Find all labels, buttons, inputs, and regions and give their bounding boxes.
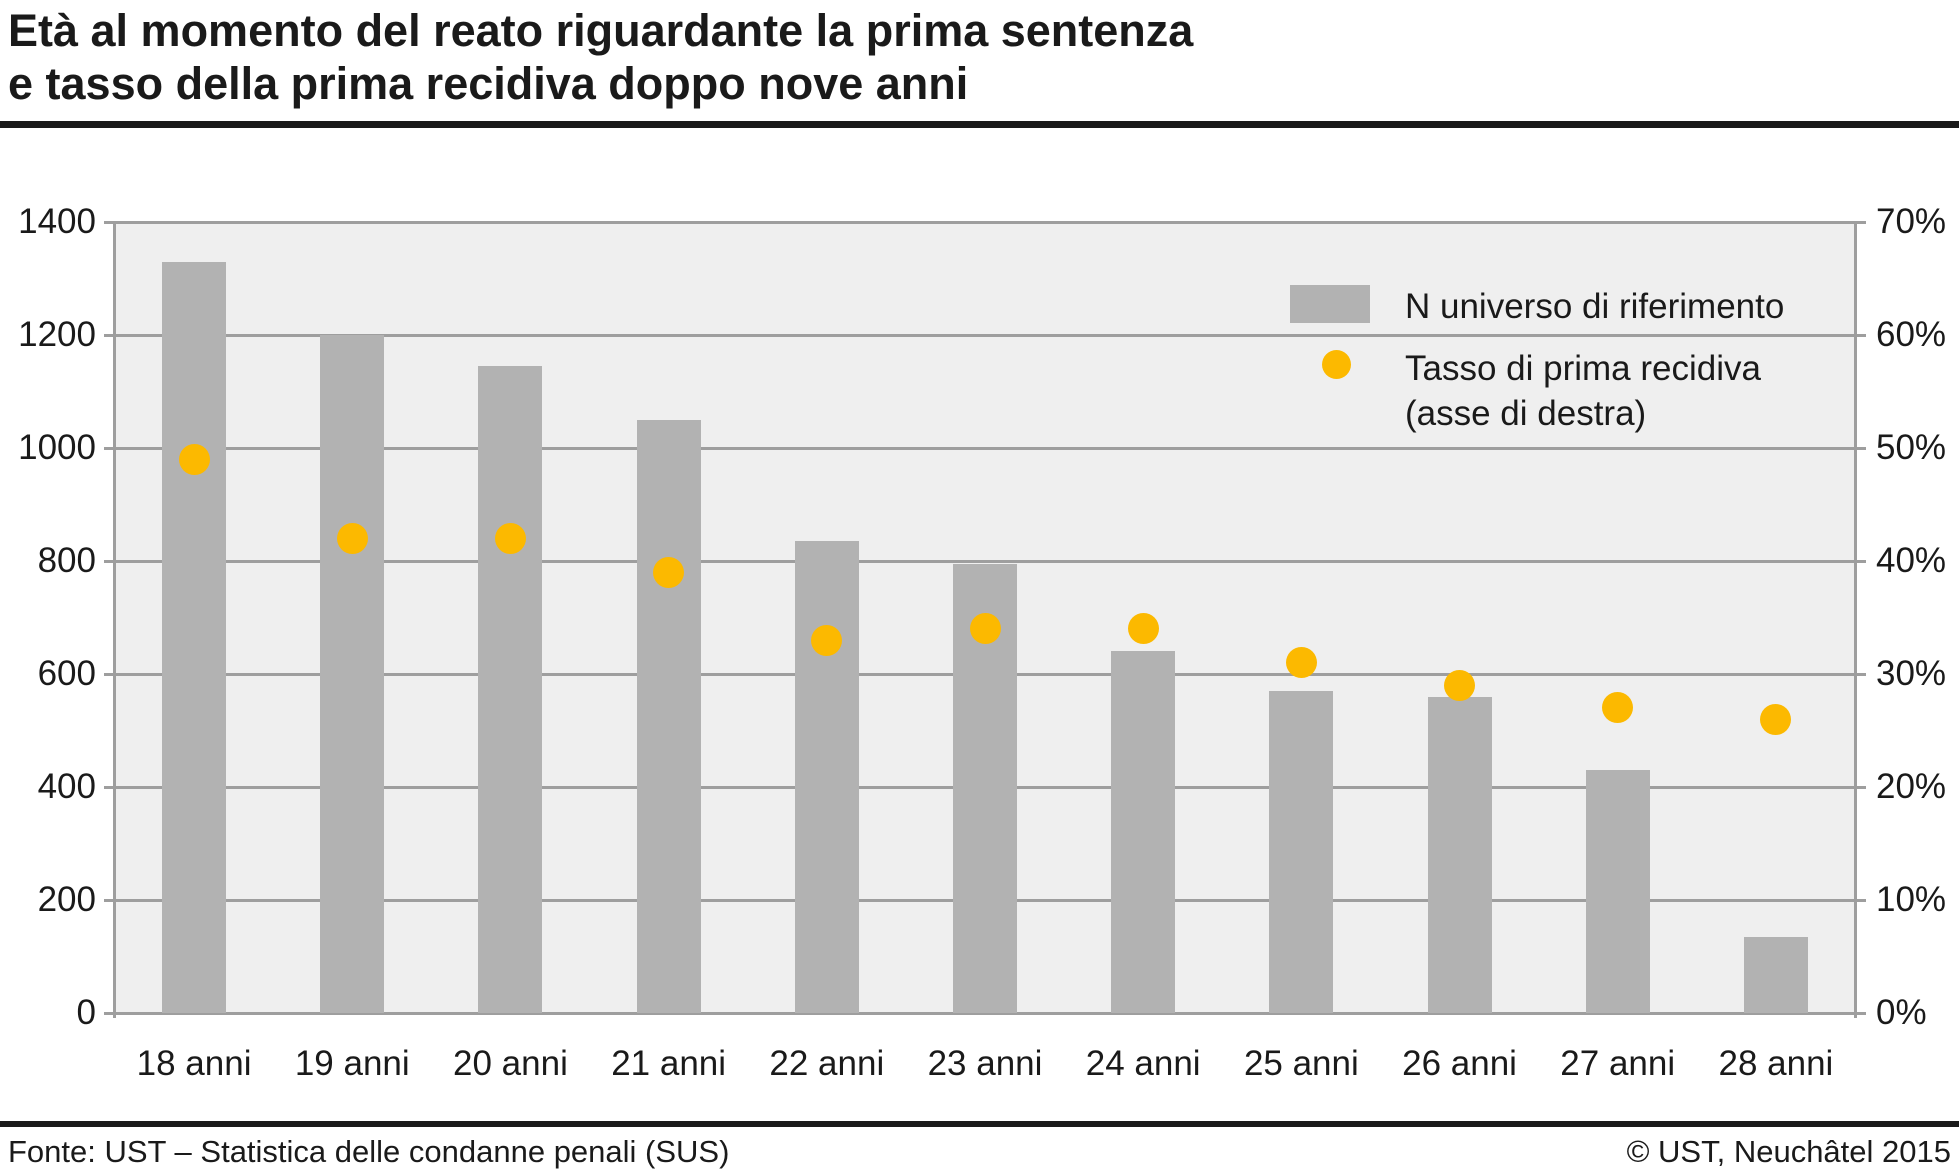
y-axis-label-right: 60% bbox=[1876, 315, 1947, 354]
y-axis-label-left: 200 bbox=[37, 880, 96, 919]
chart-title-line2: e tasso della prima recidiva doppo nove … bbox=[8, 58, 969, 109]
grid-line bbox=[115, 333, 1855, 337]
title-divider bbox=[0, 121, 1959, 128]
y-axis-label-left: 400 bbox=[37, 767, 96, 806]
y-axis-label-left: 0 bbox=[76, 993, 96, 1032]
tick-right bbox=[1855, 898, 1866, 902]
y-axis-label-right: 50% bbox=[1876, 428, 1947, 467]
tick-right bbox=[1855, 446, 1866, 450]
bar-28-anni bbox=[1743, 936, 1808, 1013]
y-axis-label-left: 800 bbox=[37, 541, 96, 580]
y-axis-label-left: 1400 bbox=[18, 202, 96, 241]
bar-18-anni bbox=[162, 261, 227, 1013]
x-axis-label: 26 anni bbox=[1402, 1044, 1517, 1083]
dot-24-anni bbox=[1127, 613, 1159, 645]
x-axis-label: 20 anni bbox=[453, 1044, 568, 1083]
y-axis-label-left: 1000 bbox=[18, 428, 96, 467]
bar-25-anni bbox=[1269, 690, 1334, 1013]
chart-title: Età al momento del reato riguardante la … bbox=[8, 4, 1193, 110]
tick-right bbox=[1855, 559, 1866, 563]
tick-left bbox=[104, 559, 115, 563]
dot-22-anni bbox=[811, 624, 843, 656]
x-axis-label: 19 anni bbox=[294, 1044, 410, 1083]
y-axis-label-left: 600 bbox=[37, 654, 96, 693]
tick-left bbox=[104, 220, 115, 224]
bar-19-anni bbox=[320, 335, 385, 1013]
y-axis-right-line bbox=[1854, 220, 1857, 1018]
grid-line bbox=[115, 559, 1855, 563]
tick-right bbox=[1855, 1011, 1866, 1015]
y-axis-label-right: 30% bbox=[1876, 654, 1947, 693]
x-axis-label: 25 anni bbox=[1243, 1044, 1359, 1083]
tick-left bbox=[104, 785, 115, 789]
tick-right bbox=[1855, 333, 1866, 337]
y-axis-left-line bbox=[113, 220, 116, 1018]
tick-right bbox=[1855, 220, 1866, 224]
grid-line bbox=[115, 446, 1855, 450]
legend-dot-label-line2: (asse di destra) bbox=[1405, 394, 1647, 433]
y-axis-label-left: 1200 bbox=[18, 315, 96, 354]
y-axis-label-right: 70% bbox=[1876, 202, 1947, 241]
dot-27-anni bbox=[1602, 692, 1634, 724]
x-axis-label: 23 anni bbox=[927, 1044, 1043, 1083]
dot-20-anni bbox=[494, 522, 526, 554]
source-note: Fonte: UST – Statistica delle condanne p… bbox=[8, 1134, 730, 1169]
legend-dot-label-line1: Tasso di prima recidiva bbox=[1405, 349, 1761, 388]
chart-title-line1: Età al momento del reato riguardante la … bbox=[8, 5, 1194, 56]
tick-left bbox=[104, 898, 115, 902]
dot-18-anni bbox=[178, 443, 210, 475]
tick-right bbox=[1855, 672, 1866, 676]
bar-21-anni bbox=[636, 419, 701, 1013]
y-axis-label-right: 10% bbox=[1876, 880, 1947, 919]
y-axis-label-right: 20% bbox=[1876, 767, 1947, 806]
legend-bar-label: N universo di riferimento bbox=[1405, 287, 1785, 326]
legend-dot-icon bbox=[1322, 350, 1351, 379]
x-axis-label: 24 anni bbox=[1085, 1044, 1201, 1083]
bar-27-anni bbox=[1585, 770, 1650, 1013]
tick-left bbox=[104, 333, 115, 337]
x-axis-label: 22 anni bbox=[769, 1044, 885, 1083]
bar-22-anni bbox=[794, 541, 859, 1013]
x-axis-label: 27 anni bbox=[1560, 1044, 1676, 1083]
plot-top-line bbox=[115, 220, 1855, 224]
bar-26-anni bbox=[1427, 696, 1492, 1013]
bar-20-anni bbox=[478, 366, 543, 1013]
x-axis-line bbox=[115, 1011, 1855, 1015]
x-axis-label: 28 anni bbox=[1718, 1044, 1834, 1083]
copyright-note: © UST, Neuchâtel 2015 bbox=[1626, 1134, 1951, 1169]
footer-divider bbox=[0, 1121, 1959, 1127]
dot-28-anni bbox=[1760, 703, 1792, 735]
dot-21-anni bbox=[653, 556, 685, 588]
tick-left bbox=[104, 446, 115, 450]
dot-19-anni bbox=[336, 522, 368, 554]
y-axis-label-right: 40% bbox=[1876, 541, 1947, 580]
bar-24-anni bbox=[1111, 651, 1176, 1013]
tick-left bbox=[104, 1011, 115, 1015]
dot-23-anni bbox=[969, 613, 1001, 645]
tick-left bbox=[104, 672, 115, 676]
legend-bar-swatch bbox=[1290, 285, 1370, 323]
legend-dot-label: Tasso di prima recidiva (asse di destra) bbox=[1405, 346, 1761, 436]
dot-26-anni bbox=[1444, 669, 1476, 701]
x-axis-label: 21 anni bbox=[611, 1044, 727, 1083]
x-axis-label: 18 anni bbox=[136, 1044, 252, 1083]
y-axis-label-right: 0% bbox=[1876, 993, 1927, 1032]
dot-25-anni bbox=[1285, 647, 1317, 679]
tick-right bbox=[1855, 785, 1866, 789]
